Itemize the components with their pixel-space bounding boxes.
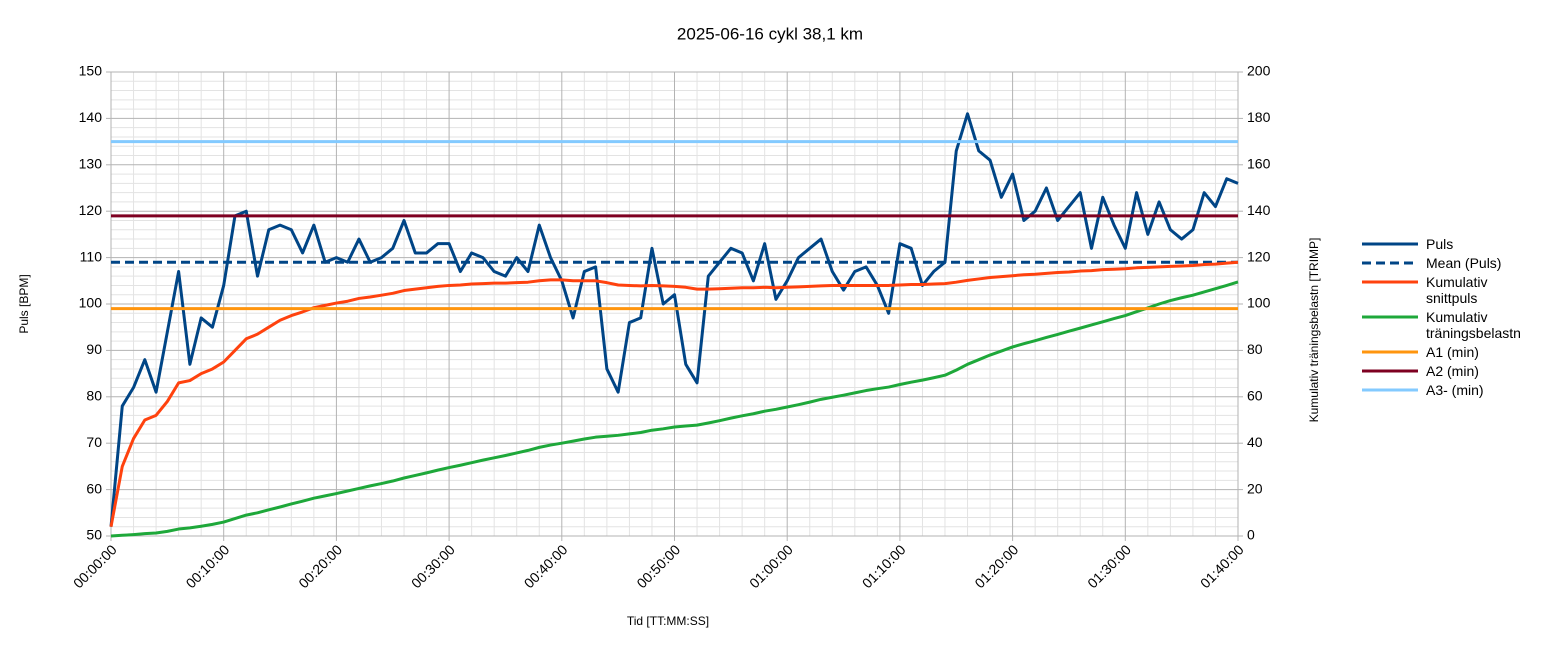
y-tick-label: 150 [79, 63, 103, 79]
legend-entry: Mean (Puls) [1362, 255, 1537, 271]
y2-tick-label: 100 [1247, 295, 1271, 311]
y2-tick-label: 140 [1247, 202, 1271, 218]
chart-title: 2025-06-16 cykl 38,1 km [677, 24, 863, 43]
legend-entry: A1 (min) [1362, 344, 1537, 360]
y2-tick-label: 80 [1247, 341, 1263, 357]
series-line [109, 260, 1239, 527]
x-tick-label: 01:30:00 [1084, 541, 1134, 591]
x-tick-label: 00:00:00 [70, 541, 120, 591]
x-tick-label: 00:50:00 [633, 541, 683, 591]
x-tick-label: 01:40:00 [1197, 541, 1247, 591]
y2-tick-label: 120 [1247, 248, 1271, 264]
y-tick-label: 120 [79, 202, 103, 218]
y-tick-label: 90 [86, 341, 102, 357]
y2-tick-label: 20 [1247, 480, 1263, 496]
y-tick-label: 130 [79, 156, 103, 172]
y-tick-label: 60 [86, 480, 102, 496]
x-tick-label: 01:20:00 [971, 541, 1021, 591]
y2-tick-label: 0 [1247, 527, 1255, 543]
legend-entry: Kumulativ träningsbelastn [1362, 309, 1537, 341]
x-tick-label: 00:40:00 [521, 541, 571, 591]
legend-entry: A3- (min) [1362, 382, 1537, 398]
legend: Puls Mean (Puls) Kumulativ snittpuls Kumula… [1362, 236, 1537, 398]
y2-tick-label: 60 [1247, 388, 1263, 404]
series-line [109, 112, 1239, 527]
y2-tick-label: 160 [1247, 156, 1271, 172]
legend-label: A2 (min) [1426, 363, 1479, 379]
legend-entry: Kumulativ snittpuls [1362, 274, 1537, 306]
y2-tick-label: 40 [1247, 434, 1263, 450]
legend-swatch [1362, 388, 1418, 392]
x-tick-label: 00:20:00 [295, 541, 345, 591]
legend-swatch [1362, 369, 1418, 373]
x-tick-label: 01:00:00 [746, 541, 796, 591]
legend-label: Kumulativ snittpuls [1426, 274, 1488, 306]
y-axis-label: Puls [BPM] [17, 274, 31, 333]
legend-swatch [1362, 242, 1418, 246]
legend-swatch [1362, 280, 1418, 284]
legend-label: Mean (Puls) [1426, 255, 1502, 271]
legend-entry: A2 (min) [1362, 363, 1537, 379]
legend-label: Puls [1426, 236, 1454, 252]
y-tick-label: 100 [79, 295, 103, 311]
legend-label: A3- (min) [1426, 382, 1484, 398]
legend-entry: Puls [1362, 236, 1537, 252]
legend-swatch [1362, 350, 1418, 354]
x-tick-label: 01:10:00 [859, 541, 909, 591]
y-tick-label: 110 [80, 248, 103, 264]
y-tick-label: 80 [86, 388, 102, 404]
legend-label: Kumulativ träningsbelastn [1426, 309, 1521, 341]
plot-frame [110, 71, 1239, 537]
y2-tick-label: 180 [1247, 109, 1271, 125]
x-axis-label: Tid [TT:MM:SS] [627, 614, 709, 628]
y2-axis-label: Kumulativ träningsbelastn [TRIMP] [1307, 238, 1321, 423]
legend-swatch [1362, 261, 1418, 265]
y-tick-label: 70 [86, 434, 102, 450]
x-tick-label: 00:10:00 [183, 541, 233, 591]
y2-tick-label: 200 [1247, 63, 1271, 79]
series-line [110, 280, 1239, 538]
y-tick-label: 50 [86, 527, 102, 543]
x-tick-label: 00:30:00 [408, 541, 458, 591]
legend-label: A1 (min) [1426, 344, 1479, 360]
legend-swatch [1362, 315, 1418, 319]
y-tick-label: 140 [79, 109, 103, 125]
